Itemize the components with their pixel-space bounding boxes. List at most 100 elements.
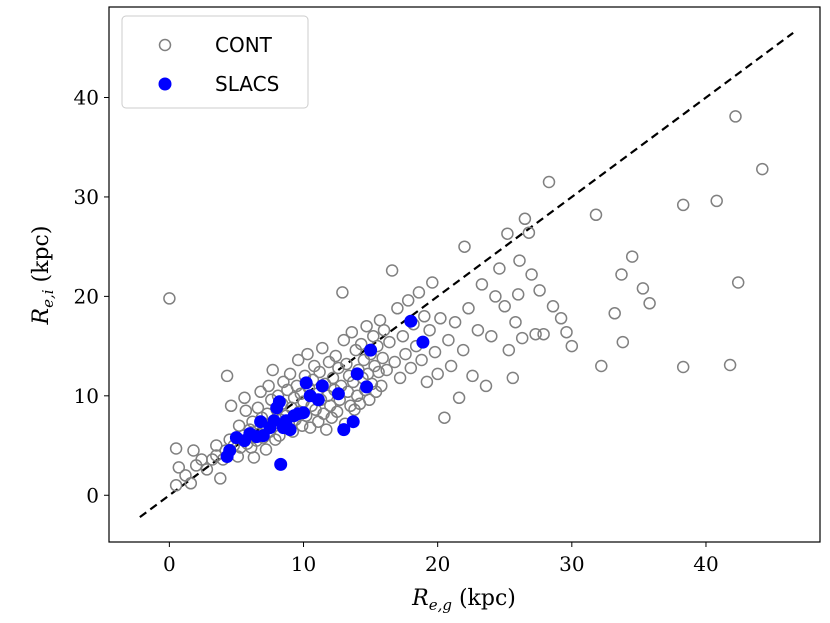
cont-point — [345, 325, 359, 339]
cont-point — [291, 353, 305, 367]
x-tick-label: 20 — [425, 552, 450, 576]
cont-point — [522, 226, 536, 239]
cont-point — [458, 240, 471, 253]
cont-point — [501, 227, 514, 240]
y-tick-label: 20 — [74, 284, 99, 308]
cont-point — [509, 315, 522, 329]
cont-point — [676, 198, 690, 212]
cont-point — [444, 359, 458, 373]
cont-point — [385, 264, 399, 277]
cont-point — [220, 369, 234, 383]
slacs-point — [346, 415, 360, 429]
cont-point — [399, 347, 412, 361]
cont-point — [163, 292, 176, 305]
x-axis-label: Re,g (kpc) — [411, 586, 516, 614]
legend-cont-label: CONT — [215, 33, 273, 57]
cont-point — [337, 333, 351, 347]
cont-point — [533, 284, 546, 297]
cont-point — [340, 357, 353, 371]
cont-point — [344, 399, 357, 413]
cont-point — [336, 286, 349, 299]
cont-point — [179, 469, 192, 482]
x-tick-label: 0 — [163, 552, 176, 576]
cont-point — [320, 423, 333, 436]
cont-point — [511, 288, 525, 301]
cont-point — [625, 250, 639, 263]
cont-point — [489, 290, 502, 303]
cont-point — [710, 194, 723, 208]
cont-point — [329, 349, 342, 363]
cont-point — [169, 442, 183, 455]
cont-point — [636, 282, 650, 295]
slacs-point — [337, 423, 351, 437]
cont-point — [266, 363, 279, 377]
cont-point — [214, 472, 227, 485]
cont-point — [224, 399, 238, 413]
y-tick-label: 0 — [86, 483, 99, 507]
cont-point — [475, 278, 489, 291]
cont-point — [616, 335, 630, 349]
cont-point — [184, 477, 198, 490]
cont-point — [643, 297, 656, 310]
cont-point — [316, 341, 329, 355]
cont-point — [434, 312, 447, 325]
cont-point — [350, 389, 364, 403]
x-tick-label: 40 — [693, 552, 718, 576]
cont-point — [247, 451, 261, 464]
slacs-point — [299, 376, 313, 390]
cont-point — [420, 375, 434, 389]
cont-point — [546, 300, 560, 313]
cont-point — [332, 361, 345, 375]
legend: CONT SLACS — [121, 15, 309, 109]
cont-point — [187, 444, 200, 457]
cont-point — [357, 353, 371, 367]
cont-point — [172, 461, 186, 474]
cont-point — [589, 208, 603, 222]
cont-point — [498, 300, 511, 313]
cont-point — [565, 339, 579, 353]
cont-point — [471, 323, 485, 337]
cont-point — [518, 212, 532, 226]
slacs-point — [331, 387, 345, 401]
cont-point — [442, 333, 455, 347]
cont-point — [396, 329, 410, 343]
cont-point — [525, 268, 538, 281]
cont-point — [608, 307, 621, 320]
slacs-point — [223, 444, 237, 457]
cont-point — [277, 375, 290, 389]
x-tick-label: 10 — [291, 552, 316, 576]
cont-point — [595, 359, 608, 373]
cont-point — [354, 337, 368, 351]
cont-point — [676, 360, 690, 374]
cont-point — [431, 367, 444, 381]
cont-point — [169, 479, 183, 492]
cont-point — [756, 162, 769, 176]
y-axis-label: Re,i (kpc) — [29, 226, 57, 326]
cont-point — [485, 329, 498, 343]
cont-point — [542, 175, 556, 189]
slacs-point — [283, 423, 297, 437]
y-axis-ticks: 0 10 20 30 40 — [74, 85, 109, 507]
cont-point — [360, 319, 373, 333]
legend-cont-marker — [158, 38, 172, 52]
cont-point — [456, 343, 470, 357]
cont-point — [513, 254, 526, 267]
cont-point — [560, 325, 573, 339]
slacs-point — [311, 393, 325, 407]
cont-point — [259, 443, 273, 456]
cont-point — [262, 379, 275, 393]
cont-point — [269, 433, 282, 446]
cont-point — [326, 371, 340, 385]
slacs-point — [416, 335, 430, 349]
cont-point — [502, 343, 516, 357]
cont-point — [412, 286, 426, 299]
y-tick-label: 10 — [74, 384, 99, 408]
cont-point — [254, 385, 267, 399]
cont-point — [313, 365, 326, 379]
cont-point — [466, 369, 479, 383]
slacs-point — [360, 380, 374, 394]
y-tick-label: 40 — [74, 85, 99, 109]
slacs-points-layer — [220, 314, 430, 471]
slacs-point — [364, 343, 378, 357]
